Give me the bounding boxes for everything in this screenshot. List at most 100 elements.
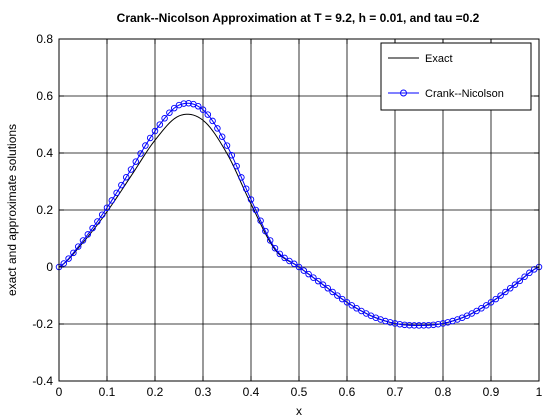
x-tick-label: 0.4 <box>243 385 260 399</box>
data-point-crank-nicolson <box>439 320 447 327</box>
data-point-crank-nicolson <box>214 125 221 132</box>
data-point-crank-nicolson <box>276 250 284 258</box>
data-point-crank-nicolson <box>118 181 125 189</box>
data-point-crank-nicolson <box>430 321 437 329</box>
ticks: 0 0.1 0.2 0.3 0.4 0.5 0.6 0.7 0.8 0.9 1 -0.4 -0.2 0 0.… <box>32 32 542 399</box>
data-point-crank-nicolson <box>487 299 495 306</box>
data-point-crank-nicolson <box>113 189 120 197</box>
series-layer <box>55 99 543 329</box>
x-tick-label: 0.6 <box>339 385 356 399</box>
data-point-crank-nicolson <box>257 217 264 224</box>
data-point-crank-nicolson <box>386 319 394 326</box>
legend-marker-crank-nicolson <box>400 89 407 97</box>
data-point-crank-nicolson <box>290 260 298 268</box>
y-tick-label: 0.4 <box>36 146 53 160</box>
data-point-crank-nicolson <box>473 307 480 315</box>
x-tick-label: 0 <box>56 385 63 399</box>
data-point-crank-nicolson <box>497 292 504 299</box>
data-point-crank-nicolson <box>343 299 351 306</box>
data-point-crank-nicolson <box>314 277 322 285</box>
x-tick-label: 0.9 <box>483 385 500 399</box>
data-point-crank-nicolson <box>295 263 303 271</box>
data-point-crank-nicolson <box>185 99 192 107</box>
data-point-crank-nicolson <box>511 281 519 288</box>
y-tick-label: -0.4 <box>32 374 53 388</box>
data-point-crank-nicolson <box>281 254 288 262</box>
data-point-crank-nicolson <box>382 317 389 325</box>
data-point-crank-nicolson <box>156 121 164 128</box>
data-point-crank-nicolson <box>218 133 226 141</box>
data-point-crank-nicolson <box>108 197 116 204</box>
data-point-crank-nicolson <box>127 166 135 173</box>
data-point-crank-nicolson <box>204 111 212 118</box>
data-point-crank-nicolson <box>334 292 341 299</box>
data-point-crank-nicolson <box>132 158 140 165</box>
data-point-crank-nicolson <box>180 100 188 107</box>
data-point-crank-nicolson <box>324 285 332 292</box>
x-tick-label: 0.7 <box>387 385 404 399</box>
data-point-crank-nicolson <box>122 174 130 181</box>
x-tick-label: 1 <box>536 385 543 399</box>
data-point-crank-nicolson <box>425 321 432 329</box>
data-point-crank-nicolson <box>146 134 154 142</box>
data-point-crank-nicolson <box>396 321 404 328</box>
data-point-crank-nicolson <box>420 322 428 329</box>
data-point-crank-nicolson <box>65 255 72 262</box>
data-point-crank-nicolson <box>161 115 168 122</box>
data-point-crank-nicolson <box>74 243 82 250</box>
data-point-crank-nicolson <box>271 244 279 252</box>
x-tick-label: 0.3 <box>195 385 212 399</box>
data-point-crank-nicolson <box>166 109 173 116</box>
data-point-crank-nicolson <box>238 174 245 181</box>
data-point-crank-nicolson <box>305 270 312 278</box>
data-point-crank-nicolson <box>60 260 68 267</box>
legend-box <box>380 42 532 111</box>
data-point-crank-nicolson <box>300 267 308 274</box>
data-point-crank-nicolson <box>286 257 293 265</box>
data-point-crank-nicolson <box>310 274 317 281</box>
data-point-crank-nicolson <box>391 320 399 327</box>
legend: Exact Crank--Nicolson <box>380 42 532 111</box>
data-point-crank-nicolson <box>526 269 533 277</box>
x-axis-label: x <box>296 404 302 418</box>
data-point-crank-nicolson <box>482 302 490 309</box>
data-point-crank-nicolson <box>353 305 360 312</box>
data-point-crank-nicolson <box>94 218 101 225</box>
data-point-crank-nicolson <box>170 104 178 112</box>
data-point-crank-nicolson <box>502 288 509 296</box>
data-point-crank-nicolson <box>410 322 418 329</box>
y-tick-label: 0 <box>46 260 53 274</box>
data-point-crank-nicolson <box>348 302 356 309</box>
data-point-crank-nicolson <box>242 185 250 192</box>
data-point-crank-nicolson <box>151 127 159 135</box>
data-point-crank-nicolson <box>262 227 269 235</box>
data-point-crank-nicolson <box>84 231 92 238</box>
y-axis-label: exact and approximate solutions <box>5 124 19 296</box>
data-point-crank-nicolson <box>266 237 274 244</box>
data-point-crank-nicolson <box>137 150 144 157</box>
x-tick-label: 0.2 <box>147 385 164 399</box>
data-point-crank-nicolson <box>444 319 452 326</box>
data-point-crank-nicolson <box>415 322 423 329</box>
data-point-crank-nicolson <box>506 285 514 292</box>
legend-label-crank-nicolson: Crank--Nicolson <box>425 88 504 100</box>
x-tick-label: 0.8 <box>435 385 452 399</box>
data-point-crank-nicolson <box>89 224 96 232</box>
data-point-crank-nicolson <box>338 295 346 303</box>
y-tick-label: 0.6 <box>36 89 53 103</box>
data-point-crank-nicolson <box>142 142 149 149</box>
data-point-crank-nicolson <box>103 204 111 211</box>
x-tick-label: 0.1 <box>99 385 116 399</box>
data-point-crank-nicolson <box>98 211 106 218</box>
data-point-crank-nicolson <box>319 281 327 288</box>
data-point-crank-nicolson <box>516 277 524 285</box>
y-tick-label: 0.2 <box>36 203 53 217</box>
data-point-crank-nicolson <box>434 321 442 328</box>
data-point-crank-nicolson <box>329 288 336 296</box>
legend-label-exact: Exact <box>425 53 453 65</box>
data-point-crank-nicolson <box>79 237 87 244</box>
data-point-crank-nicolson <box>199 106 207 113</box>
data-point-crank-nicolson <box>233 162 240 170</box>
data-point-crank-nicolson <box>223 142 231 149</box>
data-point-crank-nicolson <box>401 321 408 329</box>
